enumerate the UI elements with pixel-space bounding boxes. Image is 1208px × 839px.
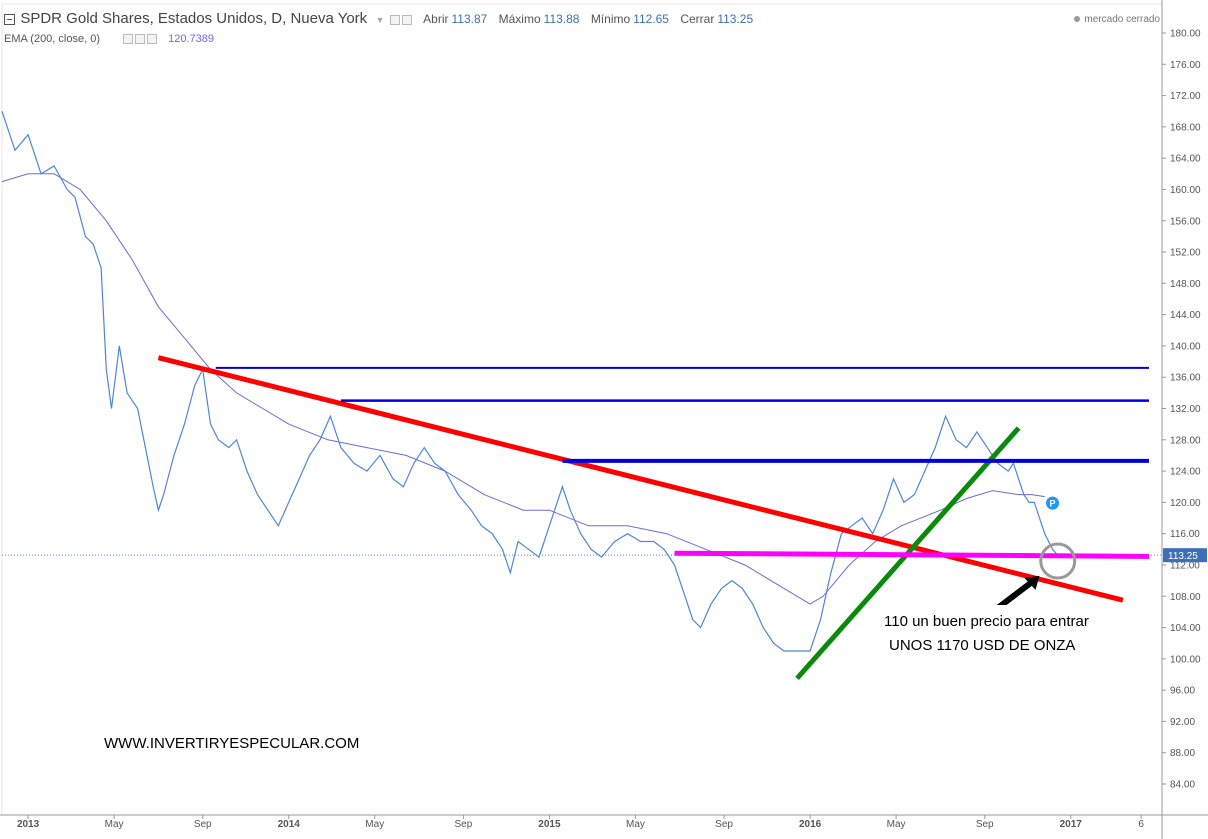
x-tick-label: May <box>105 819 124 830</box>
x-tick-label: May <box>887 819 906 830</box>
x-tick-label: 6 <box>1138 819 1144 830</box>
high-label: Máximo <box>498 12 541 26</box>
y-tick-label: 88.00 <box>1170 748 1195 759</box>
p-marker-label: P <box>1050 499 1056 509</box>
x-tick-label: 2016 <box>799 819 822 830</box>
y-tick-label: 104.00 <box>1170 623 1201 634</box>
y-tick-label: 136.00 <box>1170 373 1201 384</box>
high-value: 113.88 <box>543 12 580 26</box>
y-tick-label: 168.00 <box>1170 122 1201 133</box>
x-tick-label: May <box>365 819 384 830</box>
x-tick-label: Sep <box>715 819 733 830</box>
market-status-text: mercado cerrado <box>1084 14 1160 25</box>
close-label: Cerrar <box>680 12 715 26</box>
x-tick-label: 2015 <box>538 819 561 830</box>
ema-label[interactable]: EMA (200, close, 0) <box>4 33 100 45</box>
open-value: 113.87 <box>451 12 488 26</box>
settings-button[interactable] <box>401 14 412 25</box>
y-tick-label: 120.00 <box>1170 498 1201 509</box>
x-tick-label: Sep <box>454 819 472 830</box>
x-tick-label: 2013 <box>17 819 40 830</box>
y-tick-label: 160.00 <box>1170 185 1201 196</box>
legend-ema: EMA (200, close, 0) 120.7389 <box>4 33 214 45</box>
y-tick-label: 172.00 <box>1170 91 1201 102</box>
y-tick-label: 124.00 <box>1170 467 1201 478</box>
y-tick-label: 152.00 <box>1170 248 1201 259</box>
ema-close-button[interactable] <box>147 34 158 45</box>
y-tick-label: 108.00 <box>1170 592 1201 603</box>
y-tick-label: 116.00 <box>1170 529 1200 540</box>
arrow-head-icon <box>1024 575 1040 590</box>
price-badge <box>1163 548 1207 563</box>
y-tick-label: 148.00 <box>1170 279 1201 290</box>
annotation-box <box>878 605 1132 661</box>
x-tick-label: Sep <box>194 819 212 830</box>
legend-title[interactable]: SPDR Gold Shares, Estados Unidos, D, Nue… <box>20 10 368 27</box>
ema-value: 120.7389 <box>168 33 215 45</box>
low-value: 112.65 <box>633 12 669 26</box>
red-trendline[interactable] <box>157 355 1124 603</box>
x-tick-label: May <box>626 819 645 830</box>
y-tick-label: 140.00 <box>1170 341 1201 352</box>
target-circle[interactable] <box>1039 542 1077 580</box>
y-tick-label: 128.00 <box>1170 435 1201 446</box>
y-tick-label: 144.00 <box>1170 310 1201 321</box>
y-tick-label: 164.00 <box>1170 154 1201 165</box>
website-watermark[interactable]: WWW.INVERTIRYESPECULAR.COM <box>104 735 359 752</box>
price-line[interactable] <box>1 111 1059 652</box>
legend-main: SPDR Gold Shares, Estados Unidos, D, Nue… <box>4 10 753 27</box>
low-label: Mínimo <box>590 12 631 26</box>
y-tick-label: 132.00 <box>1170 404 1201 415</box>
status-dot-icon <box>1074 16 1081 23</box>
hide-button[interactable] <box>389 14 400 25</box>
market-status: mercado cerrado <box>1074 14 1160 25</box>
x-tick-label: 2017 <box>1060 819 1083 830</box>
y-tick-label: 156.00 <box>1170 216 1201 227</box>
caret-down-icon[interactable]: ▼ <box>375 15 385 25</box>
open-label: Abrir <box>423 12 449 26</box>
y-tick-label: 176.00 <box>1170 60 1201 71</box>
ema-line[interactable] <box>1 173 1045 605</box>
plot-area[interactable] <box>1 3 1163 816</box>
y-tick-label: 100.00 <box>1170 654 1201 665</box>
magenta-support[interactable] <box>674 550 1149 559</box>
price-axis[interactable] <box>1162 0 1208 839</box>
y-tick-label: 96.00 <box>1170 686 1195 697</box>
annotation-line-1[interactable]: 110 un buen precio para entrar <box>884 613 1089 630</box>
p-marker-icon[interactable] <box>1046 496 1060 510</box>
y-tick-label: 84.00 <box>1170 780 1195 791</box>
y-tick-label: 112.00 <box>1170 560 1200 571</box>
collapse-square-icon[interactable] <box>4 14 15 26</box>
x-tick-label: 2014 <box>278 819 301 830</box>
y-tick-label: 180.00 <box>1170 29 1201 40</box>
y-tick-label: 92.00 <box>1170 717 1195 728</box>
x-tick-label: Sep <box>976 819 994 830</box>
close-value: 113.25 <box>717 12 754 26</box>
ema-hide-button[interactable] <box>123 34 134 45</box>
ema-settings-button[interactable] <box>135 34 146 45</box>
price-badge-label: 113.25 <box>1168 551 1198 562</box>
annotation-line-2[interactable]: UNOS 1170 USD DE ONZA <box>889 637 1075 654</box>
